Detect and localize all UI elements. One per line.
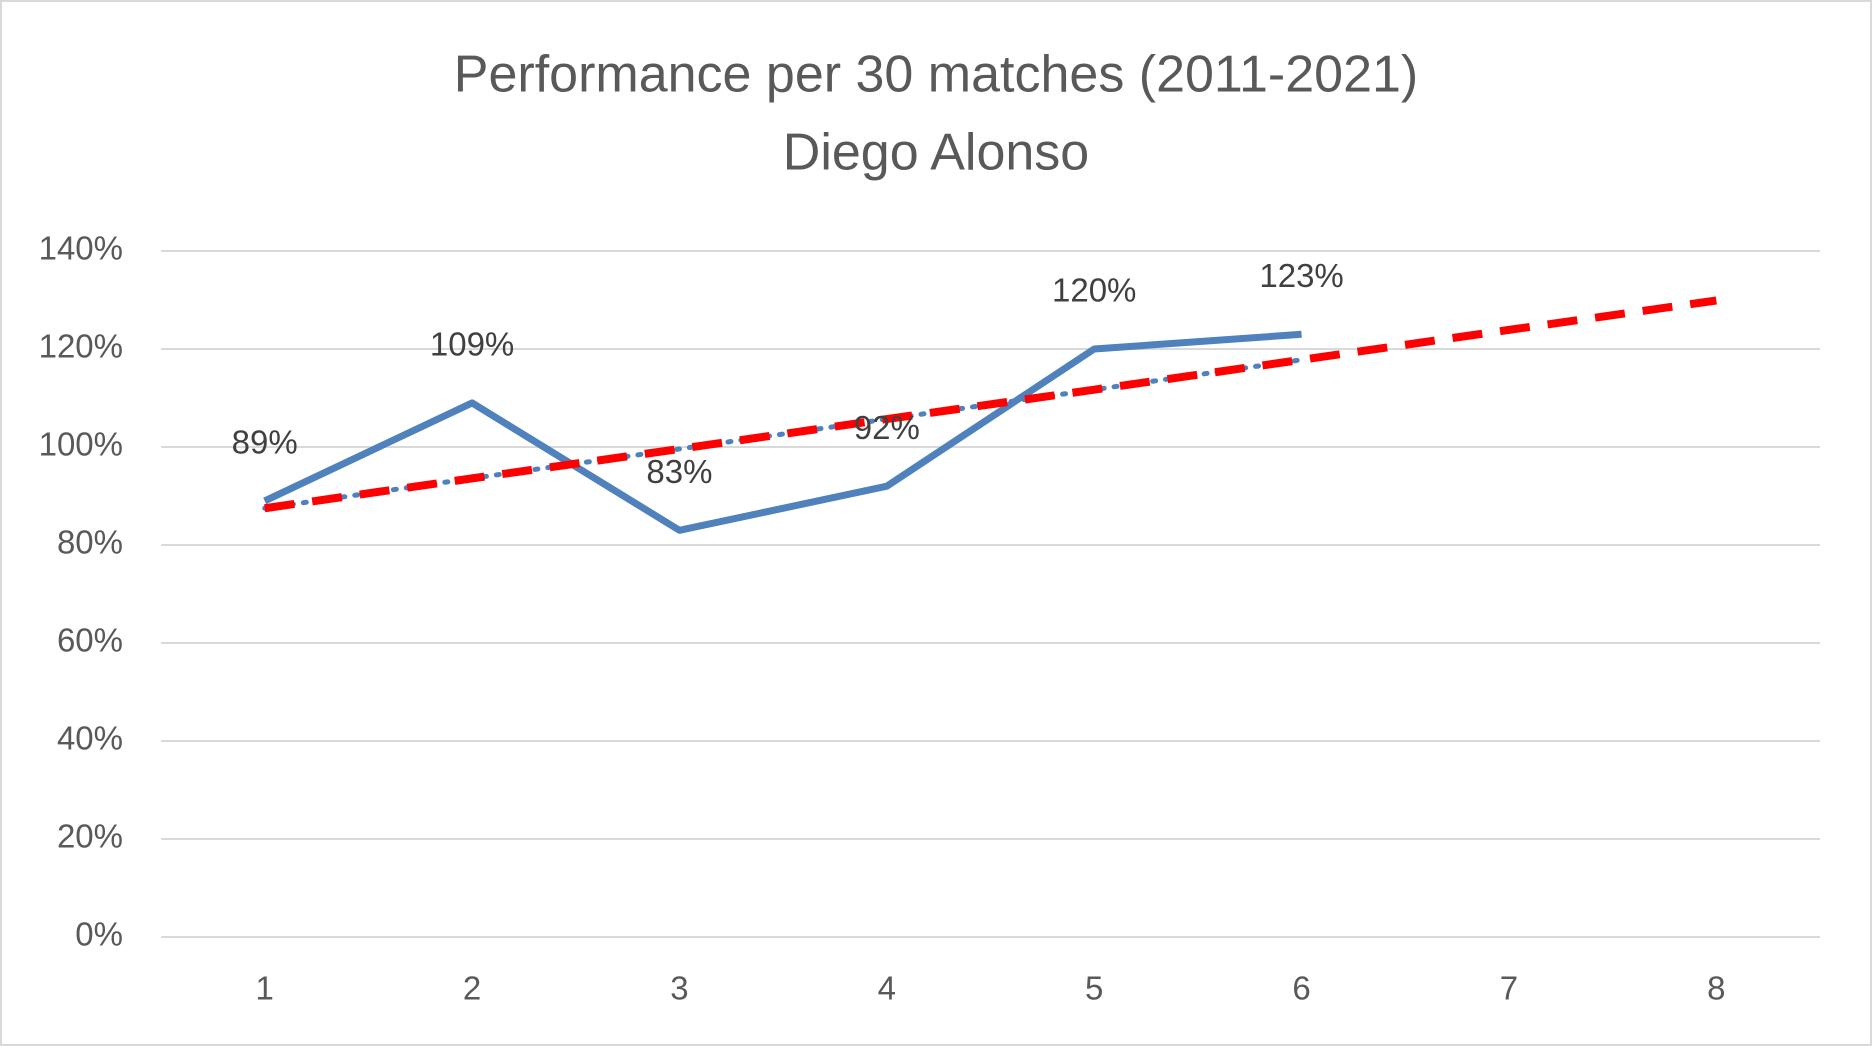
- x-tick-label: 5: [1085, 970, 1103, 1007]
- y-tick-label: 0%: [75, 916, 123, 953]
- data-label: 120%: [1052, 272, 1136, 309]
- data-label: 89%: [232, 424, 298, 461]
- x-tick-label: 3: [670, 970, 688, 1007]
- line-solid: [263, 330, 1302, 534]
- chart-title: Performance per 30 matches (2011-2021): [454, 46, 1418, 104]
- y-tick-label: 40%: [57, 720, 123, 757]
- x-tick-label: 1: [256, 970, 274, 1007]
- x-tick-label: 2: [463, 970, 481, 1007]
- x-tick-label: 4: [878, 970, 896, 1007]
- y-tick-label: 120%: [39, 328, 123, 365]
- x-tick-label: 8: [1707, 970, 1725, 1007]
- y-tick-label: 100%: [39, 426, 123, 463]
- data-label: 123%: [1259, 257, 1343, 294]
- x-tick-label: 7: [1500, 970, 1518, 1007]
- y-tick-label: 20%: [57, 818, 123, 855]
- y-tick-label: 60%: [57, 622, 123, 659]
- y-tick-label: 80%: [57, 524, 123, 561]
- x-tick-label: 6: [1292, 970, 1310, 1007]
- data-label: 92%: [854, 409, 920, 446]
- chart-subtitle: Diego Alonso: [783, 124, 1089, 182]
- data-label: 83%: [646, 453, 712, 490]
- line-dashed: [264, 296, 1717, 513]
- data-label: 109%: [430, 326, 514, 363]
- y-tick-label: 140%: [39, 230, 123, 267]
